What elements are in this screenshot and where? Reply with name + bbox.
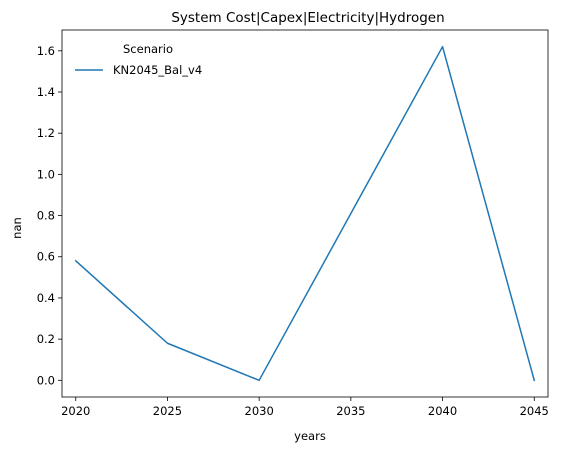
y-axis-label: nan bbox=[10, 217, 24, 239]
axes-frame bbox=[61, 29, 549, 398]
x-tick-label: 2020 bbox=[61, 404, 90, 418]
y-tick-label: 0.4 bbox=[37, 291, 55, 305]
legend-title: Scenario bbox=[123, 42, 173, 56]
x-tick-label: 2035 bbox=[336, 404, 365, 418]
legend: Scenario KN2045_Bal_v4 bbox=[75, 42, 202, 77]
y-tick-label: 0.2 bbox=[37, 332, 55, 346]
x-tick-label: 2040 bbox=[428, 404, 457, 418]
chart-title: System Cost|Capex|Electricity|Hydrogen bbox=[171, 10, 444, 26]
x-axis-label: years bbox=[294, 429, 326, 443]
y-tick-label: 1.0 bbox=[37, 167, 55, 181]
x-tick-label: 2025 bbox=[153, 404, 182, 418]
y-tick-label: 0.0 bbox=[37, 373, 55, 387]
x-tick-label: 2045 bbox=[520, 404, 549, 418]
plot-area: 2020 2025 2030 2035 2040 2045 0.0 0.2 0.4 0.6 0.8 1… bbox=[37, 29, 549, 418]
y-tick-label: 0.6 bbox=[37, 250, 55, 264]
legend-entry-label: KN2045_Bal_v4 bbox=[113, 63, 202, 77]
y-tick-label: 1.6 bbox=[37, 44, 55, 58]
x-tick-label: 2030 bbox=[245, 404, 274, 418]
y-tick-label: 0.8 bbox=[37, 209, 55, 223]
series-line-0 bbox=[74, 45, 536, 382]
y-tick-label: 1.2 bbox=[37, 126, 55, 140]
y-tick-label: 1.4 bbox=[37, 85, 55, 99]
